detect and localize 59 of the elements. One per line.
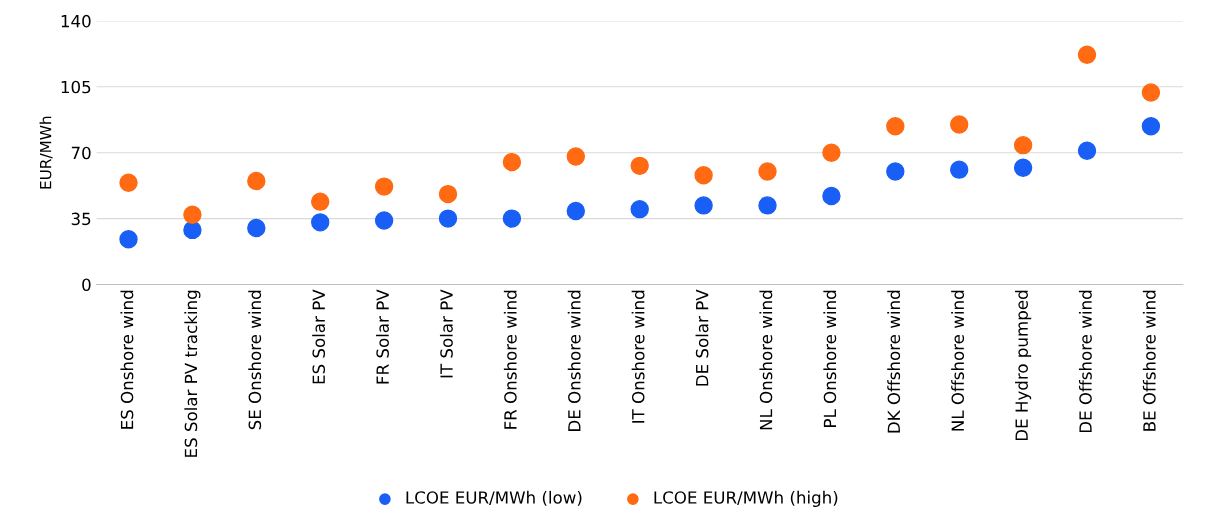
point [694, 166, 713, 185]
point [311, 192, 330, 211]
legend-label: LCOE EUR/MWh (high) [654, 490, 838, 507]
x-tick-label: FR Onshore wind [503, 290, 517, 429]
point [1141, 83, 1161, 102]
point [950, 160, 969, 179]
x-tick-label: BE Offshore wind [1142, 290, 1156, 431]
y-axis-title: EUR/MWh [39, 116, 53, 189]
x-tick-label: ES Solar PV tracking [184, 290, 201, 457]
y-tick-label: 105 [61, 80, 91, 94]
x-tick-label: DE Hydro pumped [1015, 290, 1032, 441]
x-tick-label: IT Onshore wind [631, 290, 645, 423]
x-tick-label: DK Offshore wind [887, 290, 901, 433]
point [758, 162, 777, 181]
x-tick-label: IT Solar PV [439, 289, 453, 378]
x-tick-label: DE Offshore wind [1078, 290, 1092, 433]
point [758, 196, 777, 215]
x-tick-label: NL Onshore wind [759, 290, 773, 430]
point [822, 186, 841, 206]
point [247, 171, 266, 191]
point [438, 209, 458, 228]
point [1013, 158, 1033, 177]
point [1077, 45, 1097, 64]
point [1141, 117, 1161, 136]
y-tick-label: 0 [82, 278, 91, 292]
y-tick-label: 70 [71, 146, 91, 160]
point [1077, 141, 1097, 161]
point [886, 117, 905, 136]
x-tick-label: DE Solar PV [695, 289, 709, 386]
point [311, 213, 330, 232]
point [183, 220, 202, 240]
x-tick-label: ES Solar PV [312, 289, 326, 384]
point [630, 199, 649, 219]
point [438, 184, 458, 204]
point [374, 177, 394, 196]
x-tick-label: NL Offshore wind [951, 290, 965, 431]
point [886, 162, 905, 181]
point [1013, 135, 1033, 155]
point [566, 201, 586, 221]
point [502, 209, 522, 228]
point [630, 156, 649, 176]
x-tick-label: DE Onshore wind [567, 290, 581, 431]
x-tick-label: PL Onshore wind [823, 290, 837, 427]
point [950, 115, 969, 134]
point [119, 173, 138, 193]
x-tick-label: ES Onshore wind [120, 290, 134, 429]
point [374, 211, 394, 230]
y-tick-label: 140 [61, 14, 91, 28]
point [502, 152, 522, 172]
point [694, 196, 713, 215]
y-tick-label: 35 [71, 212, 91, 226]
point [247, 218, 266, 238]
x-tick-label: SE Onshore wind [248, 290, 262, 430]
point [183, 205, 202, 225]
point [822, 143, 841, 162]
point [566, 147, 586, 166]
x-tick-label: FR Solar PV [376, 289, 389, 384]
point [119, 230, 138, 249]
legend-label: LCOE EUR/MWh (low) [406, 490, 582, 506]
